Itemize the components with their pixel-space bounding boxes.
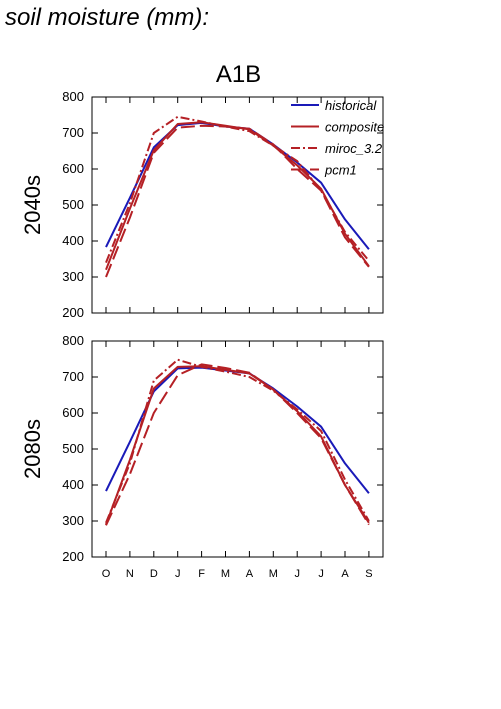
y-tick-label: 700: [62, 369, 84, 384]
x-tick-label: M: [269, 568, 278, 580]
x-tick-label: N: [126, 568, 134, 580]
x-tick-label: J: [294, 568, 300, 580]
series-line-composite: [105, 365, 370, 525]
x-tick-label: F: [198, 568, 205, 580]
x-tick-label: A: [246, 568, 254, 580]
x-tick-label: M: [221, 568, 230, 580]
y-tick-label: 600: [62, 161, 84, 176]
x-tick-label: S: [365, 568, 372, 580]
y-tick-label: 400: [62, 233, 84, 248]
legend-label: composite: [325, 120, 384, 135]
series-line-miroc-3-2: [105, 358, 370, 524]
y-tick-label: 200: [62, 549, 84, 564]
y-tick-label: 800: [62, 333, 84, 348]
y-tick-label: 600: [62, 405, 84, 420]
legend-label: historical: [325, 98, 377, 113]
row-label: 2080s: [20, 419, 45, 479]
legend: historical composite miroc_3.2 pcm1: [291, 98, 384, 178]
x-tick-label: J: [175, 568, 181, 580]
x-tick-label: D: [150, 568, 158, 580]
x-tick-label: J: [318, 568, 324, 580]
panel-title: A1B: [216, 61, 261, 88]
y-tick-label: 200: [62, 305, 84, 320]
legend-label: miroc_3.2: [325, 141, 383, 156]
series-line-pcm1: [105, 363, 370, 526]
series-line-historical: [105, 366, 370, 494]
y-tick-label: 500: [62, 197, 84, 212]
legend-label: pcm1: [324, 163, 357, 178]
chart-panel-1: 200 300 400 500 600 700 800 A1B 2040s historical c…: [20, 61, 384, 320]
y-tick-label: 300: [62, 269, 84, 284]
series-line-miroc-3-2: [105, 115, 370, 263]
chart-panel-2: 200 300 400 500 600 700 800 O N D J F M A M J J A S 2080s: [20, 333, 384, 580]
y-tick-label: 400: [62, 477, 84, 492]
figure-title: soil moisture (mm):: [5, 4, 210, 31]
y-tick-label: 800: [62, 89, 84, 104]
x-tick-label: A: [341, 568, 349, 580]
y-tick-label: 500: [62, 441, 84, 456]
y-tick-label: 300: [62, 513, 84, 528]
y-tick-label: 700: [62, 125, 84, 140]
row-label: 2040s: [20, 175, 45, 235]
x-tick-label: O: [102, 568, 111, 580]
series-line-pcm1: [105, 124, 370, 278]
